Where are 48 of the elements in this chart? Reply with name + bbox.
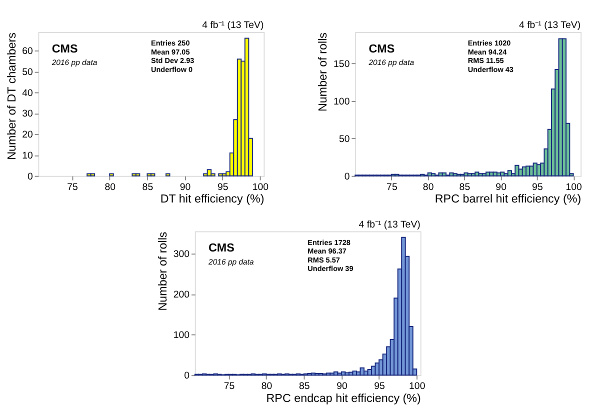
y-tick-label: 20 <box>22 130 34 141</box>
y-tick-label: 50 <box>22 67 34 78</box>
annotation: 2016 pp data <box>368 58 415 68</box>
x-tick-label: 75 <box>386 182 398 193</box>
x-tick-label: 80 <box>104 182 116 193</box>
text: 4 fb⁻¹ (13 TeV) <box>202 20 264 32</box>
x-tick-label: 85 <box>298 381 310 392</box>
x-tick-label: 100 <box>252 182 270 193</box>
y-tick-label: 0 <box>27 171 34 182</box>
y-tick-label: 40 <box>22 88 34 99</box>
text: 4 fb⁻¹ (13 TeV) <box>358 219 420 230</box>
y-tick-label: 150 <box>334 58 350 70</box>
x-tick-label: 90 <box>336 381 348 392</box>
x-tick-label: 95 <box>374 381 385 392</box>
y-tick-label: 200 <box>173 289 190 300</box>
x-tick-label: 100 <box>409 381 426 392</box>
text: 4 fb⁻¹ (13 TeV) <box>518 20 581 32</box>
y-axis-title: Number of DT chambers <box>5 32 18 160</box>
annotation: 2016 pp data <box>208 257 255 266</box>
annotation: 2016 pp data <box>50 58 98 68</box>
x-tick-label: 95 <box>532 182 543 193</box>
x-tick-label: 75 <box>224 381 235 392</box>
y-tick-label: 0 <box>184 370 190 382</box>
x-tick-label: 85 <box>142 182 154 193</box>
y-tick-label: 10 <box>22 150 34 162</box>
y-tick-label: 0 <box>344 171 350 182</box>
annotation: CMS <box>52 42 78 56</box>
x-axis-title: RPC barrel hit efficiency (%) <box>434 192 582 206</box>
x-axis-title: RPC endcap hit efficiency (%) <box>266 392 421 405</box>
y-tick-label: 100 <box>334 96 350 108</box>
y-tick-label: 30 <box>22 108 34 120</box>
x-tick-label: 90 <box>496 182 508 193</box>
x-tick-label: 100 <box>566 182 582 193</box>
y-tick-label: 50 <box>338 134 350 145</box>
x-tick-label: 75 <box>67 182 78 193</box>
x-tick-label: 80 <box>261 381 273 392</box>
y-tick-label: 100 <box>173 330 190 342</box>
y-tick-label: 60 <box>22 46 34 58</box>
y-tick-label: 300 <box>173 248 190 260</box>
x-tick-label: 80 <box>422 182 434 193</box>
x-axis-title: DT hit efficiency (%) <box>160 192 264 206</box>
x-tick-label: 85 <box>459 182 470 193</box>
annotation: CMS <box>368 42 395 56</box>
y-axis-title: Number of rolls <box>316 32 330 112</box>
y-axis-title: Number of rolls <box>156 232 170 311</box>
x-tick-label: 90 <box>180 182 192 193</box>
annotation: CMS <box>208 242 235 255</box>
x-tick-label: 95 <box>217 182 228 193</box>
